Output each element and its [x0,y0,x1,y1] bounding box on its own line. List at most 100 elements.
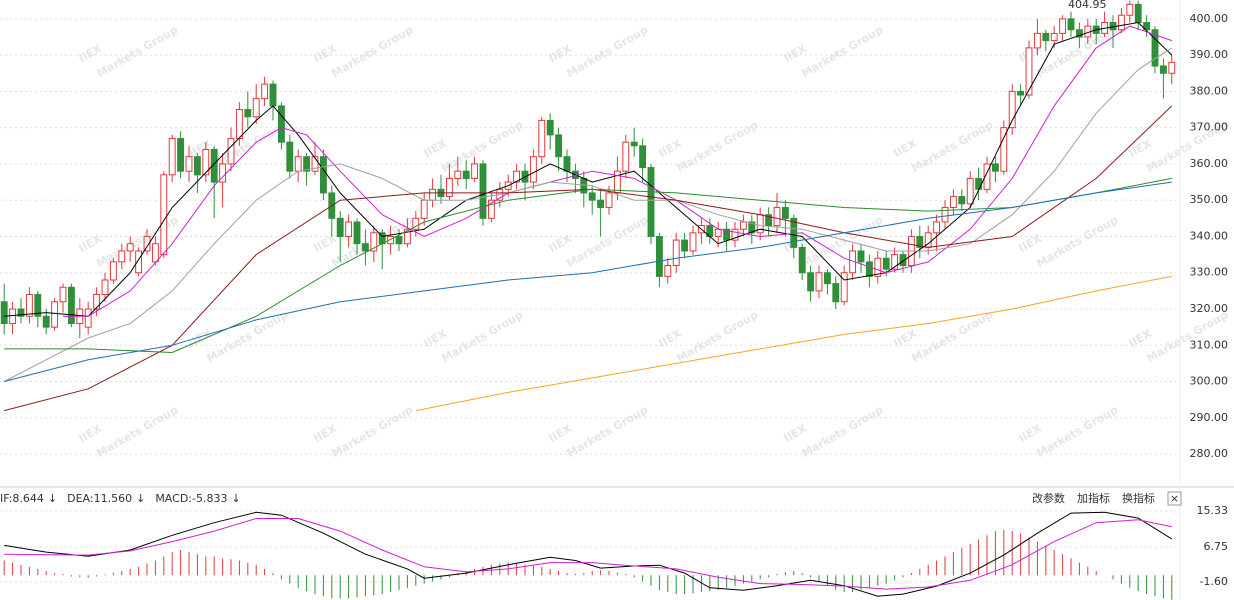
candle-body [555,134,563,158]
candle-body [487,199,495,219]
candle-body [286,141,294,172]
y-tick-label: -1.60 [1200,575,1228,588]
candle-body [42,315,50,328]
candle-body [1126,3,1134,16]
candle-body [916,235,924,248]
candle-body [874,257,882,277]
candle-body [1134,3,1142,23]
indicator-value: MACD:-5.833 [155,492,227,505]
watermark-sub: Markets Group [909,118,995,175]
candle-body [891,254,899,270]
watermark: IIEX [77,422,105,446]
candle-body [630,141,638,147]
candle-body [261,83,269,100]
y-tick-label: 350.00 [1190,193,1229,206]
candle-body [59,286,67,303]
candle-body [689,232,697,252]
candle-body [403,228,411,245]
ma-line [4,177,1172,354]
candle-body [151,243,159,263]
candle-body [1008,90,1016,129]
candle-body [823,272,831,285]
candle-body [429,188,437,201]
candle-body [109,261,117,281]
y-tick-label: 15.33 [1197,504,1229,517]
candle-body [1017,90,1025,96]
candle-body [118,250,126,263]
watermark: IIEX [1127,137,1155,161]
candle-body [647,167,655,237]
y-tick-label: 380.00 [1190,84,1229,97]
ma-line [415,275,1172,412]
ma-line [4,518,1172,590]
ma-line [4,181,1172,382]
candle-body [1033,32,1041,49]
watermark-sub: Markets Group [204,308,290,365]
candle-body [748,221,756,234]
candle-body [244,109,252,118]
watermark: IIEX [547,422,575,446]
candle-body [639,145,647,169]
candle-body [865,261,873,277]
candle-body [983,163,991,190]
candle-body [336,217,344,237]
candle-body [1050,32,1058,42]
candle-body [361,243,369,252]
y-tick-label: 6.75 [1204,540,1229,553]
watermark: IIEX [1017,232,1045,256]
indicator-value: DEA:11.560 [67,492,132,505]
candle-body [160,174,168,256]
y-tick-label: 330.00 [1190,266,1229,279]
watermark: IIEX [782,422,810,446]
trend-arrow: ↓ [231,492,240,505]
candle-body [412,217,420,230]
candle-body [1059,18,1067,34]
candle-body [1117,14,1125,31]
candle-body [1042,32,1050,42]
close-box[interactable] [1167,491,1182,506]
close-button[interactable]: × [1170,492,1179,505]
max-price-label: 404.95 [1068,0,1107,11]
watermark: IIEX [1127,327,1155,351]
candle-body [67,286,75,325]
y-tick-label: 280.00 [1190,447,1229,460]
y-tick-label: 300.00 [1190,375,1229,388]
candle-body [126,243,134,252]
candle-body [765,214,773,227]
watermark-sub: Markets Group [329,403,415,460]
candle-body [84,308,92,328]
candle-body [252,98,260,118]
candle-body [781,206,789,219]
candle-body [353,221,361,245]
candle-body [0,301,8,325]
toolbar-button[interactable]: 改参数 [1032,491,1065,505]
candle-body [975,177,983,190]
watermark-sub: Markets Group [564,213,650,270]
y-tick-label: 320.00 [1190,302,1229,315]
candle-body [655,235,663,277]
ma-line [4,511,1173,597]
candle-body [714,228,722,237]
watermark: IIEX [892,327,920,351]
watermark-sub: Markets Group [94,23,180,80]
toolbar-button[interactable]: 加指标 [1077,491,1110,505]
candle-body [538,119,546,158]
y-tick-label: 360.00 [1190,157,1229,170]
candle-body [1067,18,1075,31]
candle-body [832,283,840,303]
y-tick-label: 370.00 [1190,121,1229,134]
watermark-sub: Markets Group [1144,308,1230,365]
trend-arrow: ↓ [48,492,57,505]
trend-arrow: ↓ [136,492,145,505]
candle-body [513,170,521,183]
toolbar-button[interactable]: 换指标 [1122,491,1155,505]
candle-body [294,156,302,172]
watermark-sub: Markets Group [1034,403,1120,460]
candle-body [1168,61,1176,74]
toolbar: 改参数 加指标 换指标 × [1032,491,1182,506]
candle-body [882,257,890,270]
candle-body [454,170,462,179]
indicator-value: IF:8.644 [0,492,44,505]
watermark: IIEX [312,232,340,256]
